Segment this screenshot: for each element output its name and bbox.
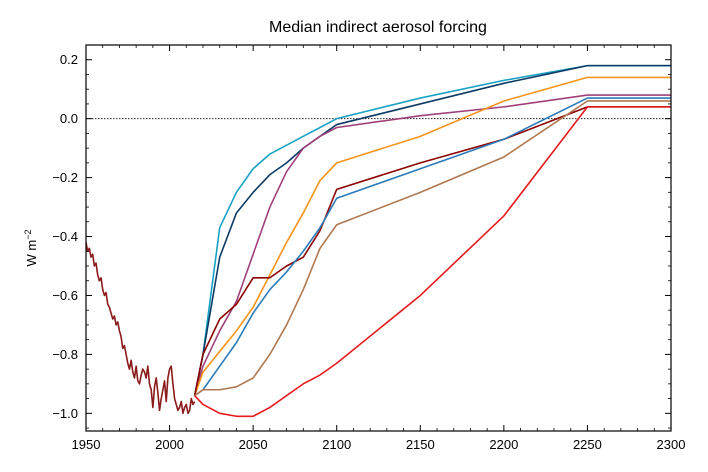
y-axis-label-exponent: −2 xyxy=(23,230,33,240)
y-axis-label: W m xyxy=(24,240,39,267)
x-tick-label: 2150 xyxy=(406,437,435,452)
series-line-6 xyxy=(194,97,671,397)
series-line-3 xyxy=(193,94,671,396)
y-tick-label: −0.4 xyxy=(52,229,78,244)
x-tick-label: 2100 xyxy=(322,437,351,452)
y-tick-label: −0.2 xyxy=(52,170,78,185)
y-tick-label: −0.6 xyxy=(52,288,78,303)
series-line-2 xyxy=(193,64,671,396)
x-tick-label: 1950 xyxy=(72,437,101,452)
x-tick-label: 2000 xyxy=(155,437,184,452)
y-axis-title: W m−2 xyxy=(23,230,39,267)
x-tick-label: 2250 xyxy=(573,437,602,452)
series-line-8 xyxy=(194,106,671,418)
y-tick-label: −0.8 xyxy=(52,347,78,362)
series-line-5 xyxy=(193,106,671,396)
x-tick-label: 2050 xyxy=(239,437,268,452)
y-tick-label: 0.2 xyxy=(60,52,78,67)
historical-line xyxy=(85,242,196,415)
series-line-7 xyxy=(194,100,671,397)
y-tick-label: −1.0 xyxy=(52,406,78,421)
svg-text:W m−2: W m−2 xyxy=(23,230,39,267)
plot-frame xyxy=(85,44,672,432)
y-tick-label: 0.0 xyxy=(60,111,78,126)
series-line-1 xyxy=(193,64,671,396)
series-line-4 xyxy=(193,76,671,396)
x-tick-label: 2300 xyxy=(657,437,686,452)
x-tick-label: 2200 xyxy=(489,437,518,452)
chart-title: Median indirect aerosol forcing xyxy=(269,19,487,36)
